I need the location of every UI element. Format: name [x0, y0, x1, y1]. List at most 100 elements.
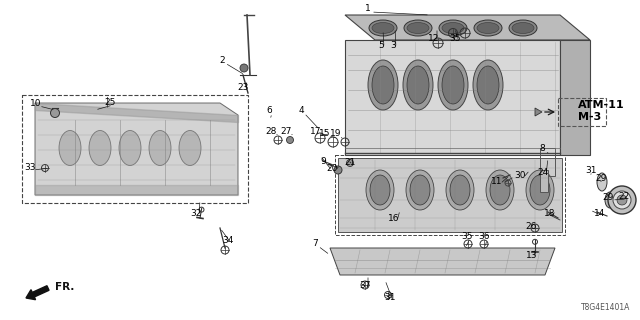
Polygon shape — [345, 15, 590, 40]
Ellipse shape — [446, 170, 474, 210]
Text: 32: 32 — [190, 209, 202, 218]
Ellipse shape — [410, 175, 430, 205]
Text: 12: 12 — [428, 34, 440, 43]
Bar — [540, 148, 555, 176]
Ellipse shape — [372, 22, 394, 34]
Ellipse shape — [438, 60, 468, 110]
Polygon shape — [535, 108, 542, 116]
Circle shape — [287, 137, 294, 143]
Ellipse shape — [477, 66, 499, 104]
Text: 19: 19 — [330, 129, 342, 138]
Ellipse shape — [474, 20, 502, 36]
Ellipse shape — [512, 22, 534, 34]
Polygon shape — [338, 158, 562, 232]
Text: 18: 18 — [544, 209, 556, 218]
Ellipse shape — [407, 22, 429, 34]
FancyArrow shape — [26, 286, 49, 300]
Text: 31: 31 — [384, 293, 396, 302]
Circle shape — [617, 195, 627, 205]
Text: 23: 23 — [237, 83, 249, 92]
Ellipse shape — [597, 173, 607, 191]
Text: T8G4E1401A: T8G4E1401A — [580, 303, 630, 312]
Text: 35: 35 — [461, 231, 473, 241]
Bar — [22, 95, 248, 203]
Text: 8: 8 — [539, 143, 545, 153]
Text: 37: 37 — [359, 281, 371, 290]
Circle shape — [240, 64, 248, 72]
Text: 31: 31 — [585, 165, 596, 174]
Ellipse shape — [442, 22, 464, 34]
Polygon shape — [35, 103, 238, 195]
Text: 22: 22 — [618, 191, 630, 201]
Text: |: | — [106, 97, 109, 107]
Text: 25: 25 — [104, 98, 116, 107]
Ellipse shape — [439, 20, 467, 36]
Ellipse shape — [486, 170, 514, 210]
Text: ATM-11: ATM-11 — [578, 100, 625, 110]
Ellipse shape — [370, 175, 390, 205]
Text: 36: 36 — [478, 231, 490, 241]
Text: 34: 34 — [222, 236, 234, 244]
Ellipse shape — [605, 192, 615, 208]
Ellipse shape — [372, 66, 394, 104]
Ellipse shape — [366, 170, 394, 210]
Text: 21: 21 — [344, 157, 356, 166]
Ellipse shape — [149, 131, 171, 165]
Circle shape — [334, 166, 342, 174]
Text: 16: 16 — [388, 213, 400, 222]
Circle shape — [346, 159, 353, 166]
Text: 30: 30 — [515, 171, 525, 180]
Text: 15: 15 — [319, 129, 331, 138]
Ellipse shape — [369, 20, 397, 36]
Text: 9: 9 — [320, 156, 326, 165]
Ellipse shape — [509, 20, 537, 36]
Bar — [335, 155, 565, 235]
Circle shape — [51, 108, 60, 117]
Ellipse shape — [59, 131, 81, 165]
Text: 14: 14 — [595, 209, 605, 218]
Ellipse shape — [403, 60, 433, 110]
Ellipse shape — [89, 131, 111, 165]
Ellipse shape — [450, 175, 470, 205]
Ellipse shape — [530, 175, 550, 205]
Text: 13: 13 — [526, 251, 538, 260]
Polygon shape — [560, 40, 590, 155]
Ellipse shape — [477, 22, 499, 34]
Ellipse shape — [442, 66, 464, 104]
Text: 35: 35 — [449, 34, 461, 43]
Ellipse shape — [526, 170, 554, 210]
Text: 26: 26 — [525, 221, 537, 230]
Ellipse shape — [368, 60, 398, 110]
Text: 20: 20 — [326, 164, 338, 172]
Text: 27: 27 — [280, 126, 292, 135]
Text: 6: 6 — [266, 106, 272, 115]
Ellipse shape — [119, 131, 141, 165]
Circle shape — [613, 191, 631, 209]
Text: FR.: FR. — [55, 282, 74, 292]
Text: 4: 4 — [298, 106, 304, 115]
Polygon shape — [345, 40, 560, 155]
Ellipse shape — [406, 170, 434, 210]
Bar — [540, 170, 548, 192]
Bar — [558, 98, 606, 126]
Text: 29: 29 — [595, 173, 607, 182]
Ellipse shape — [179, 131, 201, 165]
Ellipse shape — [404, 20, 432, 36]
Text: 17: 17 — [310, 126, 322, 135]
Text: 2: 2 — [219, 55, 225, 65]
Text: 33: 33 — [24, 163, 36, 172]
Text: 11: 11 — [492, 177, 503, 186]
Text: 24: 24 — [538, 167, 548, 177]
Ellipse shape — [407, 66, 429, 104]
Text: 29: 29 — [602, 193, 614, 202]
Text: 5: 5 — [378, 41, 384, 50]
Circle shape — [608, 186, 636, 214]
Text: 7: 7 — [312, 238, 318, 247]
Text: M-3: M-3 — [578, 112, 601, 122]
Text: 28: 28 — [266, 126, 276, 135]
Polygon shape — [330, 248, 555, 275]
Text: 3: 3 — [390, 41, 396, 50]
Text: 1: 1 — [365, 4, 371, 12]
Ellipse shape — [473, 60, 503, 110]
Ellipse shape — [490, 175, 510, 205]
